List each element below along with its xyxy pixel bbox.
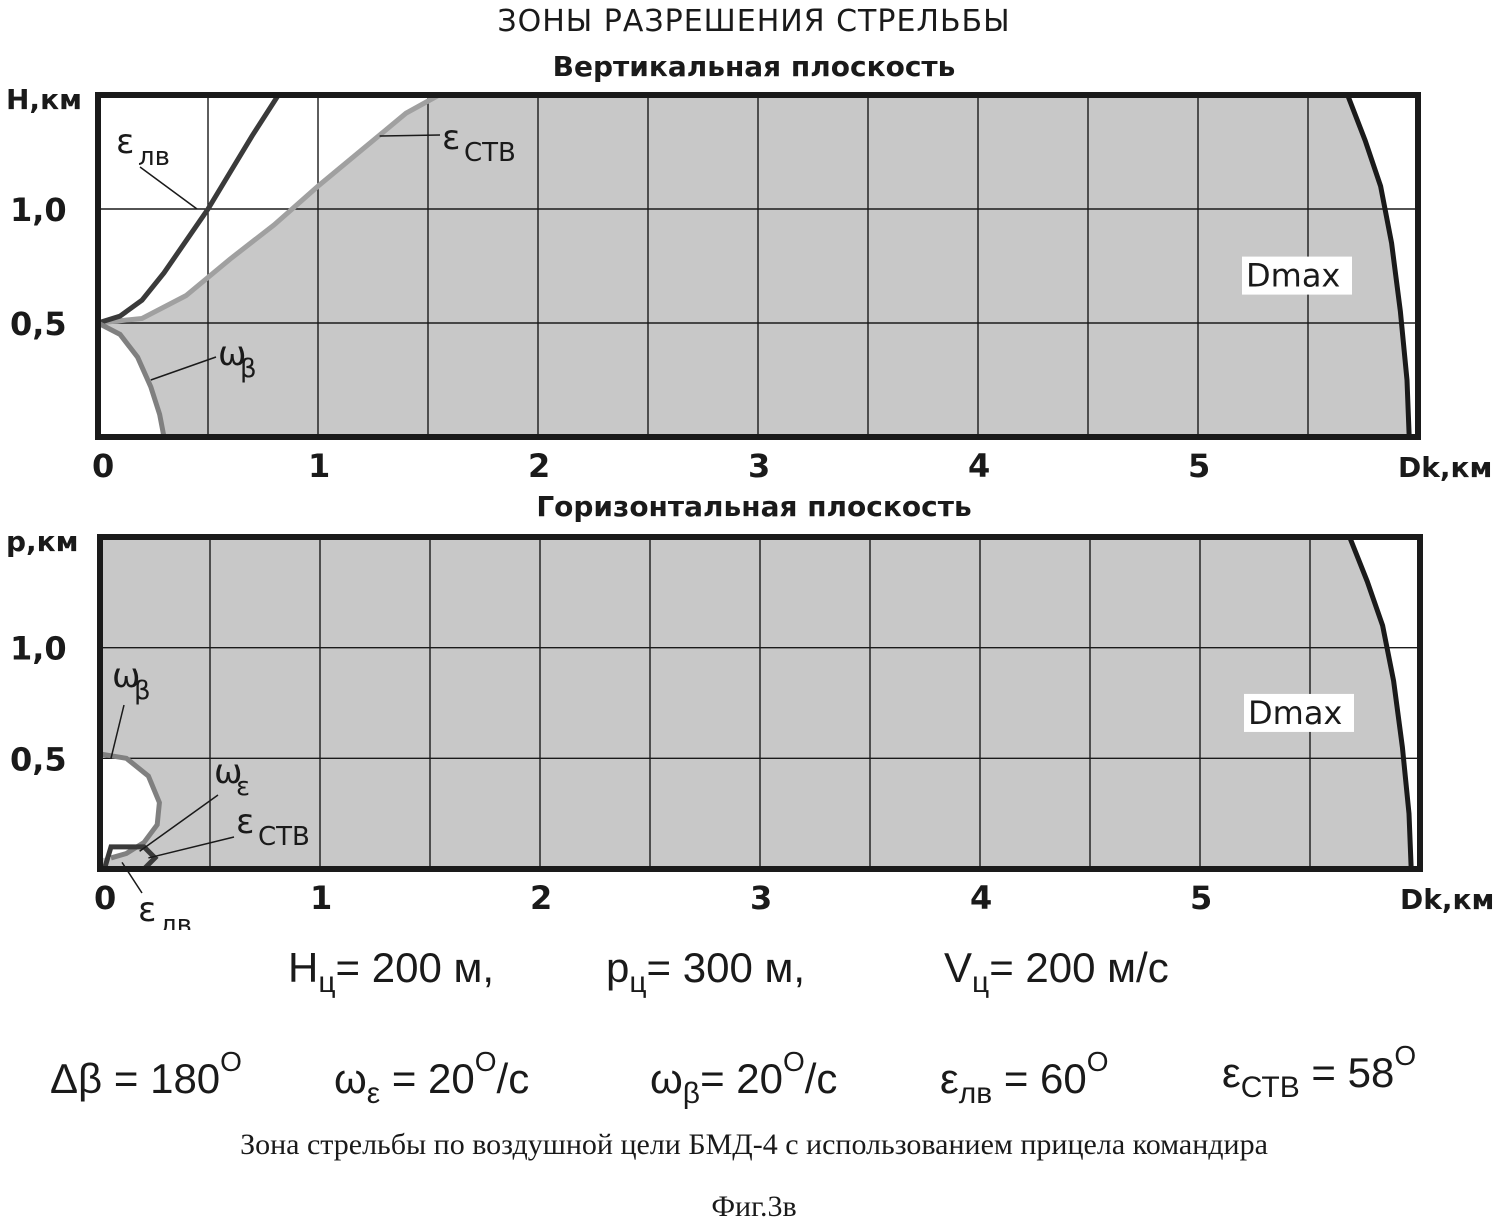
v-leader-eps-stv bbox=[380, 135, 440, 136]
v-label-omega-beta-subscript: β bbox=[240, 354, 257, 384]
h-label-eps-lv-subscript: лв bbox=[160, 910, 192, 930]
h-label-eps-lv: εлв bbox=[138, 890, 192, 930]
h-y-tick-1-0: 1,0 bbox=[10, 630, 67, 668]
v-label-eps-lv-subscript: лв bbox=[138, 142, 170, 172]
figure-caption: Зона стрельбы по воздушной цели БМД-4 с … bbox=[0, 1128, 1508, 1162]
v-dmax-label-text: Dmax bbox=[1246, 257, 1340, 295]
v-y-axis-label: H,км bbox=[6, 83, 82, 116]
v-label-eps-stv-symbol: ε bbox=[442, 118, 460, 158]
formula-omega-eps: ωε = 20O/c bbox=[334, 1046, 529, 1111]
h-x-tick-4: 4 bbox=[970, 879, 992, 917]
v-y-tick-1-0: 1,0 bbox=[10, 191, 67, 229]
h-x-tick-0: 0 bbox=[94, 879, 116, 917]
h-label-omega-eps-subscript: ε bbox=[236, 772, 250, 802]
formula-delta-beta: Δβ = 180O bbox=[50, 1046, 242, 1103]
h-x-tick-2: 2 bbox=[530, 879, 552, 917]
formula-h: Hц= 200 м, bbox=[288, 944, 494, 1000]
formula-p: pц= 300 м, bbox=[606, 944, 805, 1000]
vertical-plane-chart: 0123450,51,0H,кмDk,кмDmaxεлвεСТВωβ bbox=[0, 0, 1508, 490]
h-label-eps-stv-symbol: ε bbox=[236, 802, 254, 842]
h-x-axis-label: Dk,км bbox=[1400, 883, 1494, 916]
h-label-omega-beta-subscript: β bbox=[134, 676, 151, 706]
h-x-tick-1: 1 bbox=[310, 879, 332, 917]
h-dmax-label-text: Dmax bbox=[1248, 694, 1342, 732]
h-dmax-label: Dmax bbox=[1244, 694, 1354, 732]
horizontal-plane-chart: 0123450,51,0p,кмDk,кмDmaxωβωεεСТВεлв bbox=[0, 480, 1508, 930]
formula-v: Vц= 200 м/с bbox=[944, 944, 1169, 1000]
formula-eps-lv: εлв = 60O bbox=[940, 1046, 1109, 1111]
v-label-eps-stv-subscript: СТВ bbox=[464, 138, 516, 168]
formula-eps-stv: εСТВ = 58O bbox=[1222, 1040, 1416, 1105]
h-y-axis-label: p,км bbox=[6, 525, 79, 558]
h-x-tick-5: 5 bbox=[1190, 879, 1212, 917]
v-dmax-label: Dmax bbox=[1242, 257, 1352, 295]
figure-label: Фиг.3в bbox=[0, 1190, 1508, 1224]
v-y-tick-0-5: 0,5 bbox=[10, 305, 67, 343]
v-label-eps-lv-symbol: ε bbox=[116, 122, 134, 162]
h-x-tick-3: 3 bbox=[750, 879, 772, 917]
h-y-tick-0-5: 0,5 bbox=[10, 740, 67, 778]
h-label-eps-lv-symbol: ε bbox=[138, 890, 156, 930]
formula-omega-beta: ωβ= 20O/c bbox=[650, 1046, 837, 1111]
h-label-eps-stv-subscript: СТВ bbox=[258, 822, 310, 852]
